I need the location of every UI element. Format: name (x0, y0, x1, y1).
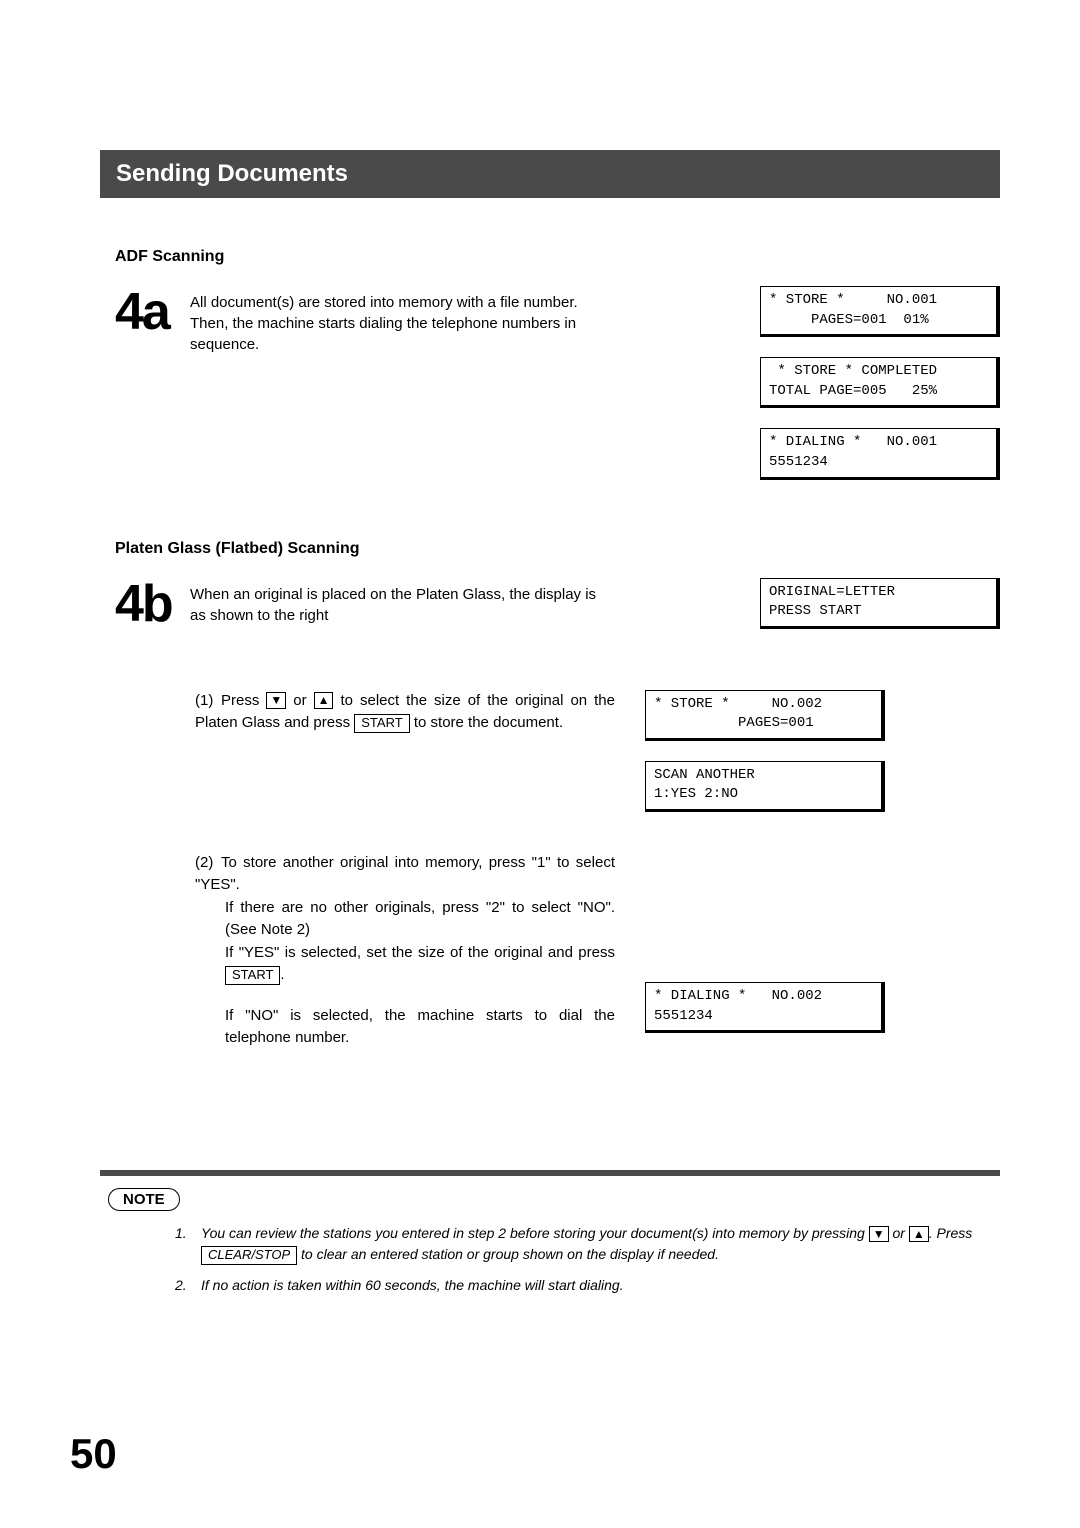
lcd-line: 1:YES 2:NO (654, 786, 738, 802)
adf-displays: * STORE * NO.001 PAGES=001 01% * STORE *… (760, 286, 1000, 480)
down-arrow-icon: ▼ (869, 1226, 889, 1242)
note-1: 1. You can review the stations you enter… (175, 1223, 995, 1265)
note1-num: 1. (175, 1223, 201, 1265)
item1-pre: Press (221, 692, 266, 709)
note1-c: to clear an entered station or group sho… (297, 1246, 719, 1262)
section-header: Sending Documents (100, 150, 1000, 198)
item2-p3b: . (280, 966, 284, 983)
adf-title: ADF Scanning (115, 248, 1000, 266)
down-arrow-icon: ▼ (266, 692, 286, 708)
item1-mid: or (286, 692, 313, 709)
lcd-store-1: * STORE * NO.001 PAGES=001 01% (760, 286, 1000, 337)
up-arrow-icon: ▲ (314, 692, 334, 708)
step-4b-row: 4b When an original is placed on the Pla… (100, 578, 1000, 630)
lcd-line: * DIALING * NO.002 (654, 988, 822, 1004)
start-key: START (354, 714, 409, 733)
note-2: 2. If no action is taken within 60 secon… (175, 1275, 995, 1296)
step-number-4b: 4b (115, 578, 175, 630)
lcd-line: TOTAL PAGE=005 25% (769, 383, 937, 399)
lcd-line: PRESS START (769, 603, 861, 619)
up-arrow-icon: ▲ (909, 1226, 929, 1242)
lcd-dialing-2: * DIALING * NO.002 5551234 (645, 982, 885, 1033)
lcd-original-letter: ORIGINAL=LETTER PRESS START (760, 578, 1000, 629)
lcd-line: PAGES=001 01% (769, 312, 929, 328)
note2-num: 2. (175, 1275, 201, 1296)
item2-p1: To store another original into memory, p… (195, 854, 615, 894)
item2-num: (2) (195, 852, 221, 875)
instruction-1: (1)Press ▼ or ▲ to select the size of th… (195, 690, 1000, 812)
platen-title: Platen Glass (Flatbed) Scanning (115, 540, 1000, 558)
lcd-dialing-1: * DIALING * NO.001 5551234 (760, 428, 1000, 479)
note1-b: . Press (929, 1225, 973, 1241)
page-number: 50 (70, 1430, 117, 1478)
lcd-store-2: * STORE * NO.002 PAGES=001 (645, 690, 885, 741)
note-divider (100, 1170, 1000, 1176)
step-4a-text: All document(s) are stored into memory w… (190, 286, 600, 355)
note-label: NOTE (108, 1188, 180, 1211)
start-key-2: START (225, 966, 280, 985)
item2-p4: If "NO" is selected, the machine starts … (195, 1005, 615, 1050)
step-4b-intro: When an original is placed on the Platen… (190, 578, 600, 626)
item2-p2: If there are no other originals, press "… (195, 897, 615, 942)
note1-a: You can review the stations you entered … (201, 1225, 869, 1241)
lcd-line: * STORE * NO.001 (769, 292, 937, 308)
lcd-line: 5551234 (654, 1008, 713, 1024)
note1-or: or (889, 1225, 909, 1241)
note-list: 1. You can review the stations you enter… (175, 1223, 995, 1296)
step-number-4a: 4a (115, 286, 175, 338)
item2-p3a: If "YES" is selected, set the size of th… (225, 944, 615, 961)
instruction-2: (2)To store another original into memory… (195, 852, 1000, 1050)
lcd-line: SCAN ANOTHER (654, 767, 755, 783)
item1-post2: to store the document. (410, 714, 563, 731)
lcd-line: * STORE * NO.002 (654, 696, 822, 712)
lcd-scan-another: SCAN ANOTHER 1:YES 2:NO (645, 761, 885, 812)
step-4a-row: 4a All document(s) are stored into memor… (100, 286, 1000, 480)
lcd-line: ORIGINAL=LETTER (769, 584, 895, 600)
lcd-line: 5551234 (769, 454, 828, 470)
lcd-line: PAGES=001 (654, 715, 814, 731)
lcd-line: * DIALING * NO.001 (769, 434, 937, 450)
item1-num: (1) (195, 690, 221, 713)
lcd-line: * STORE * COMPLETED (769, 363, 937, 379)
clear-stop-key: CLEAR/STOP (201, 1246, 297, 1265)
lcd-store-completed: * STORE * COMPLETED TOTAL PAGE=005 25% (760, 357, 1000, 408)
note2-text: If no action is taken within 60 seconds,… (201, 1275, 624, 1296)
